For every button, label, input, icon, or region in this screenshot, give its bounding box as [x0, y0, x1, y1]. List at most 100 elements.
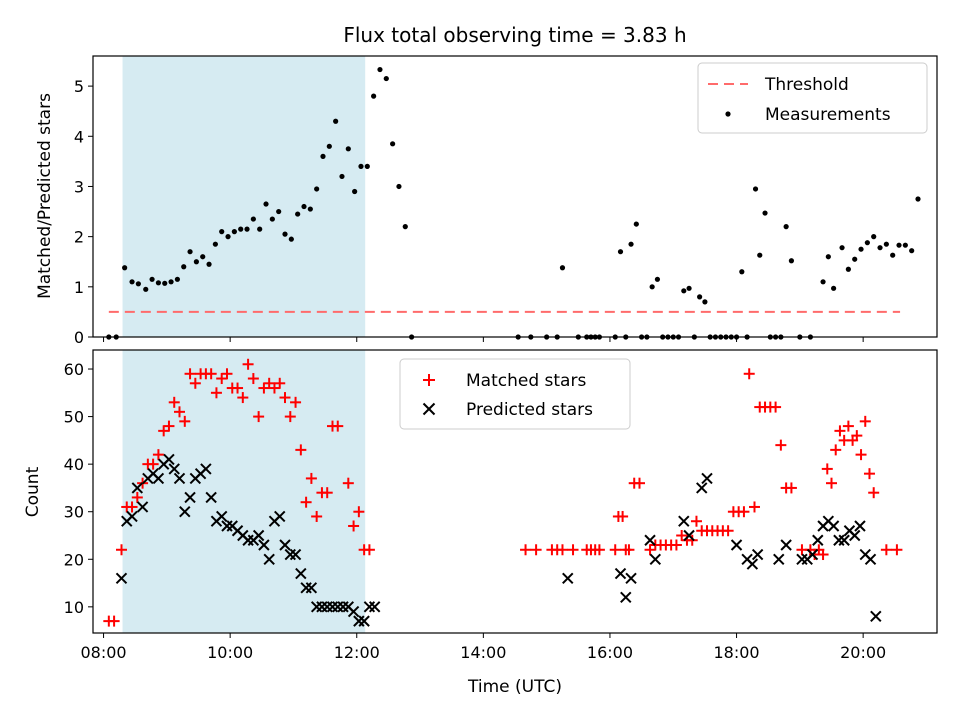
measurement-point-37 — [345, 146, 351, 152]
measurement-point-30 — [301, 203, 307, 210]
matched-point-111 — [880, 544, 892, 556]
predicted-point-46 — [358, 615, 370, 627]
measurement-point-29 — [295, 211, 301, 217]
predicted-point-19 — [216, 510, 228, 523]
measurement-point-8 — [162, 280, 168, 286]
measurement-point-12 — [187, 249, 193, 255]
predicted-point-64 — [780, 539, 792, 551]
top-legend: Threshold Measurements — [697, 62, 928, 134]
measurement-point-13 — [193, 259, 199, 265]
measurement-point-71 — [681, 288, 687, 294]
measurement-point-27 — [282, 231, 288, 237]
matched-point-101 — [830, 444, 842, 456]
top-shaded-region — [122, 56, 366, 337]
predicted-point-73 — [838, 534, 850, 546]
bottom-y-tick-label-0: 10 — [64, 598, 84, 617]
matched-point-43 — [332, 420, 344, 432]
predicted-point-16 — [200, 463, 212, 475]
bottom-y-axis-label: Count — [23, 466, 43, 517]
predicted-point-0 — [115, 572, 128, 585]
measurement-point-16 — [212, 241, 218, 247]
measurement-point-66 — [654, 276, 661, 282]
measurement-point-85 — [757, 252, 763, 258]
matched-point-9 — [152, 449, 164, 461]
measurement-point-75 — [702, 299, 708, 305]
top-y-axis-label: Matched/Predicted stars — [35, 93, 55, 299]
matched-point-99 — [821, 463, 833, 475]
bottom-y-tick-label-4: 50 — [64, 408, 84, 427]
matched-point-59 — [609, 544, 621, 556]
top-y-tick-label-3: 3 — [74, 177, 84, 196]
measurement-point-33 — [320, 153, 326, 159]
predicted-point-12 — [179, 506, 191, 518]
predicted-point-30 — [274, 510, 286, 523]
matched-point-107 — [855, 449, 867, 461]
x-tick-label-5: 18:00 — [713, 643, 759, 662]
legend-threshold-label: Threshold — [764, 75, 849, 95]
measurement-point-46 — [402, 224, 408, 230]
matched-point-100 — [826, 477, 837, 489]
predicted-point-36 — [305, 582, 318, 594]
measurement-point-36 — [339, 173, 345, 180]
legend-predicted-swatch — [422, 402, 436, 416]
legend-predicted-label: Predicted stars — [466, 400, 593, 420]
predicted-point-48 — [368, 601, 381, 613]
top-y-ticks: 0 1 2 3 4 5 — [74, 77, 93, 347]
matched-point-19 — [205, 368, 217, 380]
bottom-panel: 10 20 30 40 50 60 08:00 10:00 12:00 14:00 16:00 18… — [23, 349, 938, 697]
predicted-points — [115, 453, 882, 627]
matched-point-58 — [593, 544, 605, 556]
measurement-point-23 — [257, 226, 263, 232]
x-tick-label-4: 16:00 — [587, 643, 633, 662]
matched-point-16 — [189, 377, 201, 389]
predicted-point-28 — [263, 553, 275, 565]
predicted-point-2 — [126, 510, 138, 523]
matched-point-85 — [743, 368, 755, 380]
predicted-point-75 — [849, 529, 861, 542]
bottom-legend-box — [399, 358, 631, 430]
matched-point-12 — [168, 396, 180, 408]
bottom-legend: Matched stars Predicted stars — [399, 358, 631, 430]
predicted-point-52 — [625, 572, 637, 585]
predicted-point-3 — [131, 482, 144, 494]
matched-point-74 — [686, 534, 698, 546]
matched-point-4 — [126, 501, 138, 513]
measurement-point-41 — [371, 93, 377, 99]
matched-point-65 — [633, 477, 645, 489]
measurement-point-3 — [129, 279, 135, 285]
predicted-point-10 — [168, 463, 180, 475]
matched-point-13 — [174, 406, 186, 418]
matched-point-46 — [353, 506, 365, 518]
measurement-point-105 — [890, 252, 896, 258]
matched-points — [103, 358, 903, 627]
matched-point-37 — [300, 496, 312, 508]
predicted-point-78 — [864, 553, 877, 565]
legend-matched-swatch — [423, 374, 435, 386]
measurement-point-6 — [149, 276, 155, 282]
measurement-point-38 — [352, 188, 358, 195]
chart-title: Flux total observing time = 3.83 h — [343, 23, 686, 47]
x-tick-label-2: 12:00 — [334, 643, 380, 662]
predicted-point-76 — [854, 520, 866, 532]
matched-point-21 — [216, 373, 228, 385]
measurement-point-90 — [783, 224, 789, 230]
measurement-point-62 — [633, 221, 639, 227]
matched-point-86 — [748, 501, 760, 513]
predicted-point-17 — [205, 491, 217, 504]
matched-point-84 — [738, 506, 750, 518]
measurement-point-7 — [155, 280, 162, 286]
measurement-point-65 — [649, 284, 655, 290]
matched-point-28 — [253, 411, 265, 423]
top-plot-frame — [92, 55, 938, 338]
predicted-point-71 — [827, 520, 840, 532]
predicted-point-57 — [696, 482, 708, 494]
measurement-point-52 — [559, 265, 566, 271]
matched-point-81 — [722, 525, 734, 537]
measurement-point-5 — [143, 286, 149, 292]
predicted-point-27 — [258, 539, 270, 551]
matched-point-66 — [644, 544, 656, 556]
matched-point-5 — [131, 491, 143, 503]
matched-point-35 — [290, 396, 302, 408]
measurement-point-31 — [307, 206, 313, 212]
matched-point-112 — [891, 544, 903, 556]
